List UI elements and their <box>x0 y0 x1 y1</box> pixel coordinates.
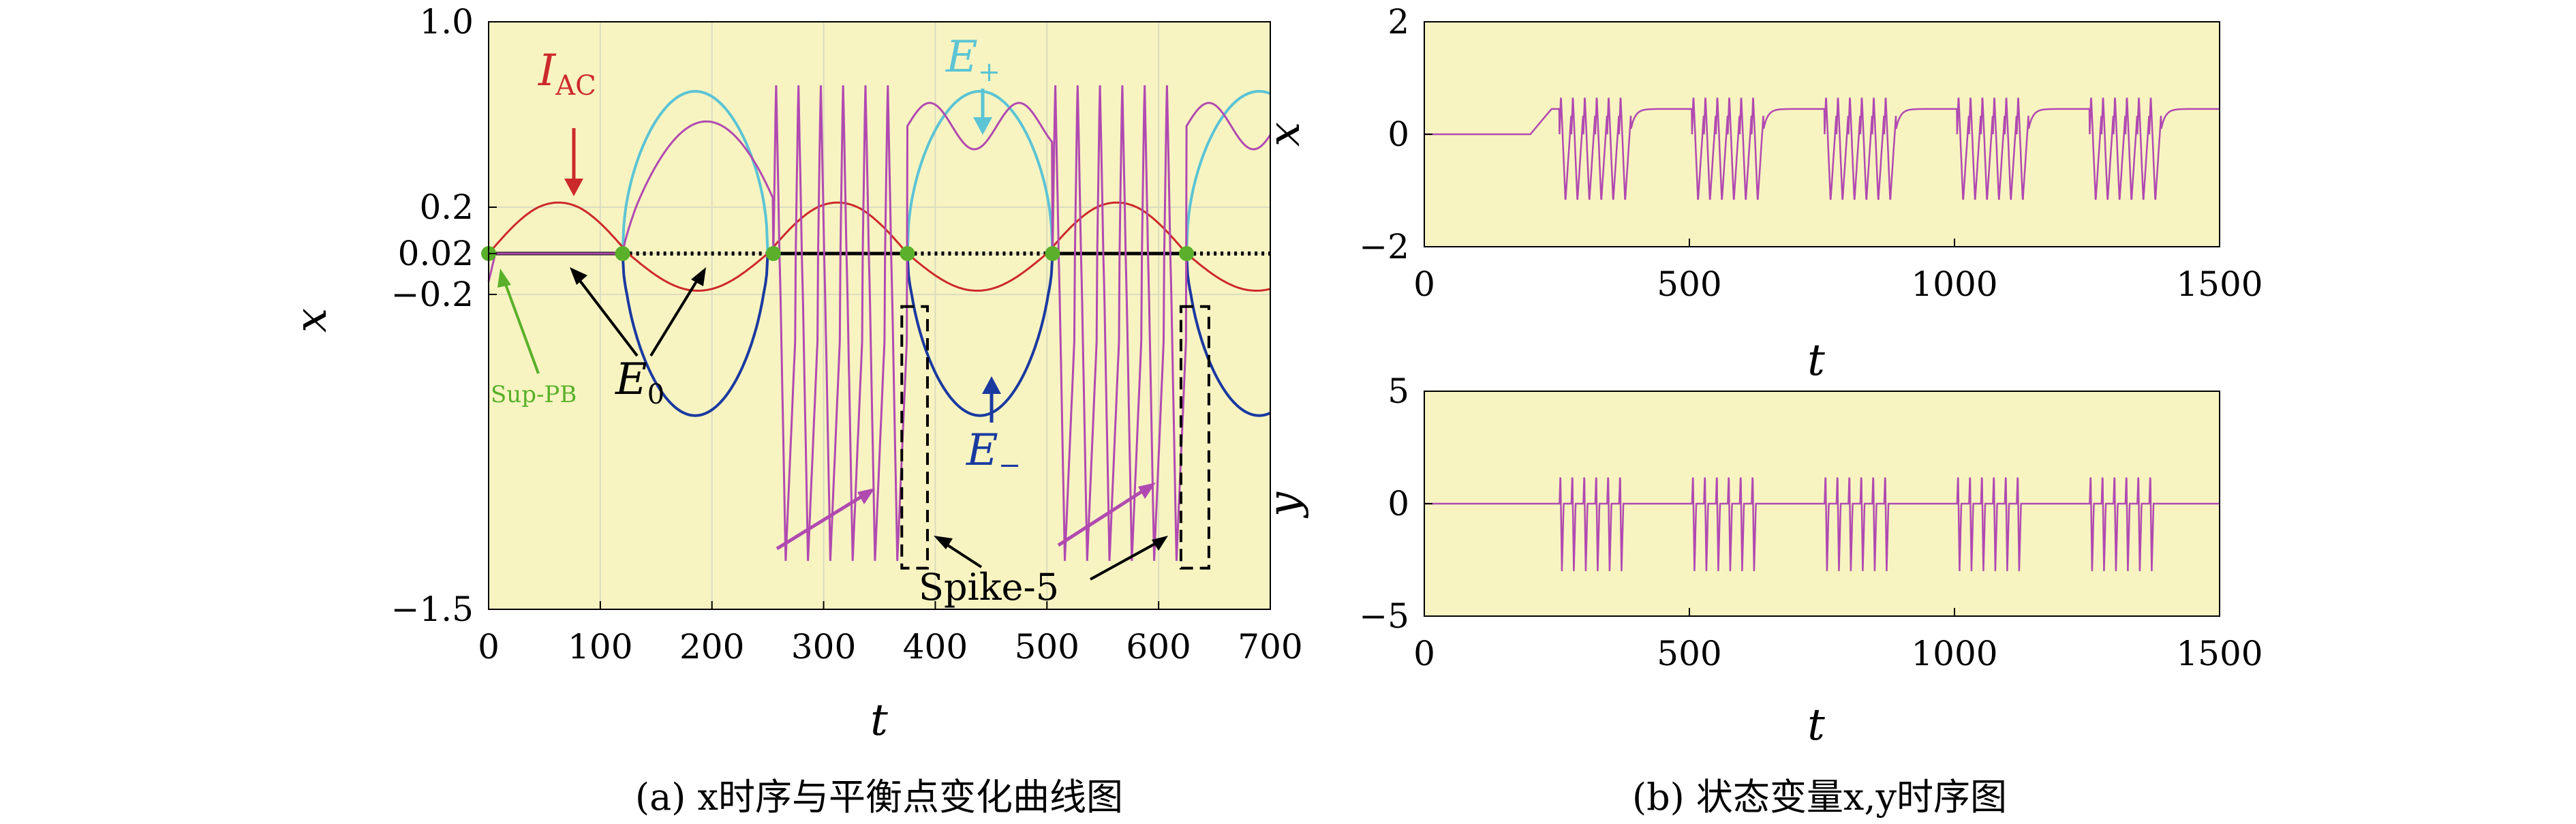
x-tick-label: 400 <box>903 627 968 667</box>
x-tick-label: 500 <box>1657 264 1721 304</box>
panel-a-y-ticks: 1.0 0.2 0.02−0.2 −1.5 <box>391 2 497 629</box>
annotation-sup-pb: Sup-PB <box>491 381 577 408</box>
e-minus-curve <box>906 253 1054 417</box>
arrowhead-sup-pb <box>497 269 511 288</box>
x-tick-label: 300 <box>791 627 856 667</box>
y-tick-label: 0.02 <box>398 234 474 273</box>
x-tick-label: 1000 <box>1911 264 1997 304</box>
arrow-e0-left <box>577 277 639 357</box>
sup-pb-point <box>1179 246 1195 261</box>
y-series-curve <box>1424 477 2220 572</box>
panel-b-x-y-ticks: 2 0 −2 <box>1359 2 1432 266</box>
panel-a-plot-area <box>489 22 1270 609</box>
x-tick-label: 0 <box>478 627 500 667</box>
y-tick-label: −2 <box>1359 227 1409 266</box>
panel-b-y-xlabel: t <box>1807 700 1825 750</box>
spike-window <box>1179 305 1210 570</box>
x-tick-label: 100 <box>568 627 632 667</box>
y-tick-label: 2 <box>1387 2 1409 42</box>
panel-b-x-plot-area <box>1424 22 2220 247</box>
arrowhead-iac <box>564 179 583 196</box>
panel-b-y-y-ticks: 5 0 −5 <box>1359 371 1432 636</box>
arrow-burst-1 <box>776 492 867 551</box>
annotation-e0: E0 <box>615 354 664 410</box>
e-minus-curve <box>621 252 773 417</box>
panel-a-frame <box>488 21 1271 610</box>
x-tick-label: 1500 <box>2176 264 2263 304</box>
y-tick-label: 5 <box>1387 371 1409 411</box>
arrowhead-spike-right <box>1152 536 1168 551</box>
arrowhead-spike-left <box>934 536 953 549</box>
arrowhead-e0-left <box>570 267 587 285</box>
y-tick-label: −5 <box>1359 596 1409 636</box>
panel-b-x-x-ticks: 0 500 1000 1500 <box>1413 239 2263 304</box>
panel-b-x-series <box>1424 97 2220 200</box>
x-tick-label: 500 <box>1657 634 1721 673</box>
sup-pb-point <box>900 246 915 261</box>
y-tick-label: 1.0 <box>419 2 474 42</box>
y-tick-label: −0.2 <box>391 275 474 314</box>
arrowhead-e-minus <box>982 376 1001 394</box>
sup-pb-point <box>1045 246 1060 261</box>
y-tick-label: 0 <box>1387 484 1409 523</box>
panel-b-y-series <box>1424 477 2220 572</box>
panel-b-x: 0 500 1000 1500 20−2 t x <box>1259 2 2263 386</box>
annotation-e-minus: E− <box>966 425 1021 481</box>
x-tick-label: 0 <box>1413 264 1435 304</box>
arrowhead-e0-right <box>691 267 706 286</box>
arrowhead-burst-2 <box>1138 483 1156 499</box>
x-tick-label: 700 <box>1238 627 1302 667</box>
spike-window <box>900 305 929 570</box>
panel-b-y-ylabel: y <box>1259 491 1310 519</box>
y-tick-label: 0 <box>1387 115 1409 154</box>
panel-a-caption: (a) x时序与平衡点变化曲线图 <box>635 776 1123 819</box>
arrowhead-burst-1 <box>857 488 875 504</box>
annotation-iac: IAC <box>538 46 596 102</box>
x-tick-label: 500 <box>1015 627 1079 667</box>
panel-b-x-ylabel: x <box>1259 122 1310 147</box>
e-minus-curve <box>1185 253 1271 417</box>
y-tick-label: 0.2 <box>419 187 474 227</box>
x-tick-label: 1500 <box>2176 634 2263 673</box>
sup-pb-point <box>615 246 630 261</box>
panel-b-y-x-ticks: 0 500 1000 1500 <box>1413 608 2263 673</box>
annotation-e-plus: E+ <box>945 32 1000 88</box>
e-plus-curve <box>906 90 1054 254</box>
arrow-burst-2 <box>1057 487 1148 547</box>
panel-a-series <box>481 85 1272 570</box>
panel-a-x-ticks: 0 100 200 300 400 500 600 700 <box>478 601 1303 667</box>
e-plus-curve <box>1185 90 1271 254</box>
x-tick-label: 1000 <box>1911 634 1997 673</box>
x-tick-label: 600 <box>1126 627 1191 667</box>
arrow-e0-right <box>649 277 700 357</box>
panel-b-caption: (b) 状态变量x,y时序图 <box>1632 776 2007 819</box>
panel-a: 0 100 200 300 400 500 600 700 1.0 0.2 0.02−0.2 −1.… <box>286 2 1303 819</box>
iac-curve <box>487 201 1271 292</box>
panel-a-xlabel: t <box>870 695 888 746</box>
x-tick-label: 200 <box>679 627 744 667</box>
arrowhead-e-plus <box>973 117 992 135</box>
panel-b-x-xlabel: t <box>1807 335 1825 386</box>
e-plus-curve <box>621 90 773 255</box>
arrow-sup-pb <box>503 280 540 374</box>
panel-b-y: 0 500 1000 1500 50−5 t y (b) 状态变量x,y时序图 <box>1259 371 2263 819</box>
sup-pb-point <box>765 246 781 261</box>
x-tick-label: 0 <box>1413 634 1435 673</box>
panel-a-ylabel: x <box>286 308 337 333</box>
arrow-spike-left <box>941 540 983 568</box>
annotation-spike: Spike-5 <box>919 566 1059 609</box>
arrow-spike-right <box>1090 540 1159 581</box>
x-series-curve <box>1424 97 2220 200</box>
y-tick-label: −1.5 <box>391 590 474 629</box>
